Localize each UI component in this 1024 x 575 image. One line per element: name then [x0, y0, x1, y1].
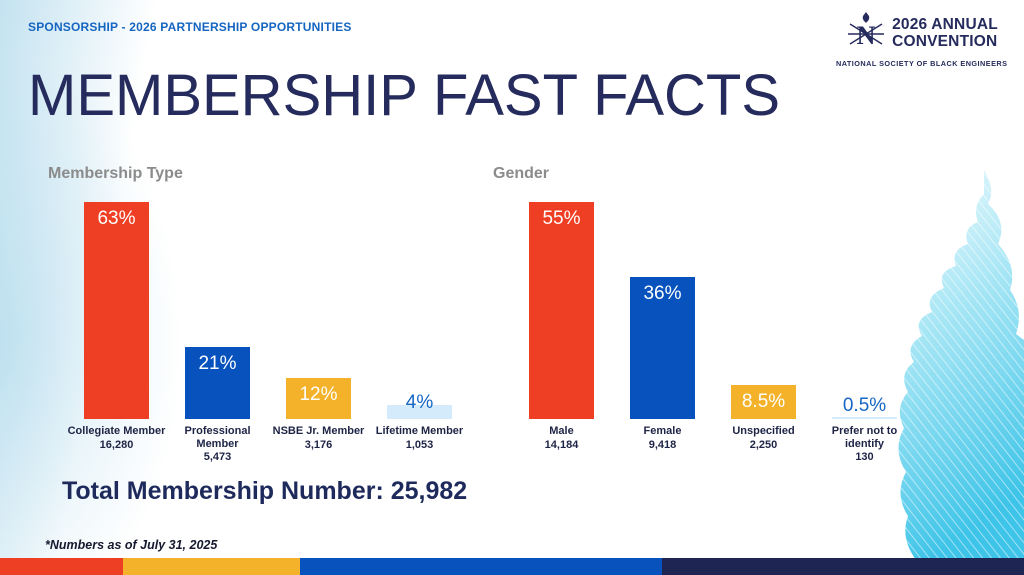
footer-bar-segment	[662, 558, 1024, 575]
category-count: 14,184	[544, 438, 579, 451]
bar	[731, 385, 796, 419]
bar-labels: Prefer not to identify 130	[807, 425, 922, 464]
category-label: Male	[549, 425, 574, 437]
bar-percent-label: 55%	[542, 208, 581, 229]
bar-percent-label: 0.5%	[842, 395, 887, 416]
bar-labels: Professional Member 5,473	[160, 425, 275, 464]
membership-type-chart: Membership Type 63% Collegiate Member 16,2…	[48, 165, 470, 463]
category-label: Professional Member	[184, 425, 251, 450]
chart-title: Gender	[493, 165, 550, 182]
bar-percent-label: 8.5%	[741, 391, 786, 412]
bar-labels: NSBE Jr. Member 3,176	[261, 425, 376, 451]
bar-slot: 55% Male 14,184	[511, 202, 612, 451]
bars-row: 63% Collegiate Member 16,280 21% Professiona…	[66, 202, 470, 463]
bar-labels: Collegiate Member 16,280	[59, 425, 174, 451]
category-label: Lifetime Member	[375, 425, 464, 437]
total-membership-text: Total Membership Number: 25,982	[62, 477, 468, 505]
footer-color-bar	[0, 558, 1024, 575]
category-count: 5,473	[203, 451, 232, 463]
footer-bar-segment	[300, 558, 662, 575]
bar-percent-label: 63%	[97, 208, 136, 229]
logo-line2: CONVENTION	[892, 33, 998, 50]
chart-title: Membership Type	[48, 165, 183, 182]
logo-line1: 2026 ANNUAL	[892, 16, 998, 33]
bar-percent-label: 4%	[405, 392, 434, 413]
bar-percent-label: 21%	[198, 353, 237, 374]
category-label: Unspecified	[732, 425, 795, 437]
nsbe-logo: N 2026 ANNUAL CONVENTION NATIONAL SOCIET…	[836, 10, 1008, 68]
nsbe-torch-logo-icon: N	[848, 12, 885, 50]
bar-slot: 36% Female 9,418	[612, 202, 713, 451]
gender-chart: Gender 55% Male 14,184 36% Female 9,418 8.5% Un…	[493, 165, 915, 463]
footnote: *Numbers as of July 31, 2025	[45, 538, 218, 552]
bar-percent-label: 36%	[643, 283, 682, 304]
bar-labels: Female 9,418	[605, 425, 720, 451]
bar	[185, 347, 250, 419]
slide-eyebrow: SPONSORSHIP - 2026 PARTNERSHIP OPPORTUNI…	[28, 20, 352, 34]
torch-flame	[862, 12, 870, 23]
bar	[832, 417, 897, 419]
category-label: Collegiate Member	[67, 425, 166, 437]
category-count: 1,053	[405, 438, 434, 451]
bar	[286, 378, 351, 419]
bar	[630, 277, 695, 419]
bar-slot: 4% Lifetime Member 1,053	[369, 202, 470, 451]
category-count: 16,280	[99, 438, 134, 451]
svg-text:N: N	[857, 21, 876, 50]
logo-subtitle: NATIONAL SOCIETY OF BLACK ENGINEERS	[836, 59, 1008, 68]
bar-labels: Male 14,184	[504, 425, 619, 451]
bar-slot: 12% NSBE Jr. Member 3,176	[268, 202, 369, 451]
category-count: 2,250	[749, 438, 778, 451]
category-count: 3,176	[304, 438, 333, 451]
bar	[387, 405, 452, 419]
bar-percent-label: 12%	[299, 384, 338, 405]
bar	[84, 202, 149, 419]
bar	[529, 202, 594, 419]
bar-slot: 0.5% Prefer not to identify 130	[814, 202, 915, 463]
bars-row: 55% Male 14,184 36% Female 9,418 8.5% Unspecifi…	[511, 202, 915, 463]
footer-bar-segment	[0, 558, 123, 575]
category-label: Female	[643, 425, 682, 437]
page-title: MEMBERSHIP FAST FACTS	[28, 63, 781, 128]
bar-slot: 21% Professional Member 5,473	[167, 202, 268, 463]
footer-bar-segment	[123, 558, 300, 575]
bar-labels: Unspecified 2,250	[706, 425, 821, 451]
category-label: NSBE Jr. Member	[272, 425, 365, 437]
category-label: Prefer not to identify	[831, 425, 898, 450]
category-count: 130	[855, 451, 874, 463]
category-count: 9,418	[648, 438, 677, 451]
bar-slot: 63% Collegiate Member 16,280	[66, 202, 167, 451]
bar-labels: Lifetime Member 1,053	[362, 425, 477, 451]
bar-slot: 8.5% Unspecified 2,250	[713, 202, 814, 451]
